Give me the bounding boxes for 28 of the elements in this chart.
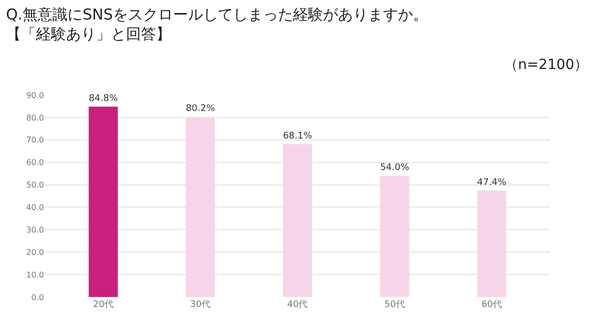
data-label: 84.8% [88, 92, 118, 104]
y-tick-label: 60.0 [26, 158, 44, 168]
x-tick-label: 50代 [384, 299, 405, 310]
y-tick-label: 90.0 [26, 90, 44, 100]
bar [282, 144, 312, 297]
text: （n=2100） [504, 57, 588, 73]
chart-title: Q.無意識にSNSをスクロールしてしまった経験がありますか。 [6, 6, 428, 24]
y-tick-label: 10.0 [26, 270, 44, 280]
y-tick-label: 40.0 [26, 203, 44, 212]
y-tick-label: 80.0 [26, 113, 44, 122]
y-tick-label: 20.0 [26, 248, 44, 257]
data-label: 47.4% [477, 176, 507, 188]
y-tick-label: 30.0 [26, 225, 44, 234]
bar [186, 117, 215, 297]
chart-subtitle: 【「経験あり」と回答】 [6, 25, 171, 43]
data-label: 54.0% [380, 162, 410, 173]
y-tick-label: 70.0 [26, 136, 44, 145]
bar [380, 176, 410, 297]
x-tick-label: 30代 [190, 299, 211, 310]
x-tick-label: 20代 [93, 299, 114, 310]
data-label: 80.2% [186, 103, 216, 114]
x-tick-label: 40代 [287, 299, 308, 310]
bar [477, 190, 506, 297]
data-label: 68.1% [282, 130, 312, 142]
x-tick-label: 60代 [482, 299, 502, 310]
y-tick-label: 50.0 [26, 180, 44, 190]
y-tick-label: 0.0 [31, 292, 44, 302]
bar [88, 106, 118, 297]
